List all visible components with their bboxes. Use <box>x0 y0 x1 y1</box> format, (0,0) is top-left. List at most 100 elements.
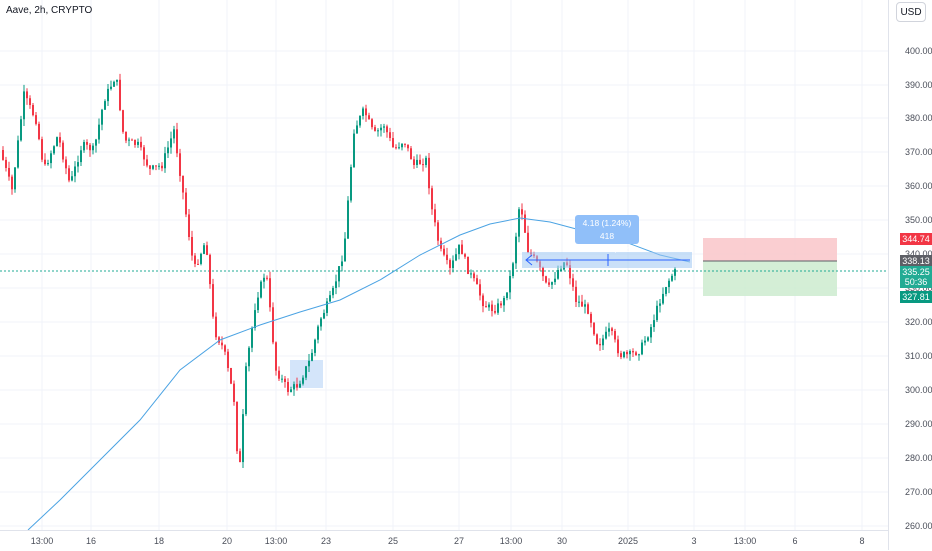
candle-body <box>632 351 634 353</box>
candle-body <box>59 137 61 143</box>
candle-body <box>248 347 250 367</box>
candle-body <box>146 159 148 166</box>
time-tick-label: 23 <box>320 536 332 546</box>
measure-change-label: 4.18 (1.24%) 418 <box>582 218 632 241</box>
candle-body <box>122 110 124 132</box>
candle-body <box>488 304 490 308</box>
candle-body <box>590 313 592 323</box>
candle-body <box>50 153 52 164</box>
candle-body <box>428 157 430 189</box>
time-tick-label: 13:00 <box>499 536 523 546</box>
candle-body <box>185 192 187 215</box>
candle-body <box>596 334 598 344</box>
candle-body <box>455 254 457 261</box>
candle-body <box>236 401 238 452</box>
candle-body <box>575 286 577 303</box>
measure-arrow-head-icon <box>525 254 533 266</box>
candle-body <box>14 167 16 190</box>
stop-loss-zone[interactable] <box>703 238 837 261</box>
candle-body <box>293 384 295 390</box>
candle-body <box>41 139 43 160</box>
candle-body <box>218 337 220 343</box>
candle-body <box>497 303 499 313</box>
candle-body <box>581 301 583 307</box>
candle-body <box>224 345 226 352</box>
candle-body <box>107 88 109 102</box>
candle-body <box>434 209 436 223</box>
candle-body <box>149 165 151 169</box>
candle-body <box>164 153 166 169</box>
candle-body <box>350 167 352 201</box>
candle-body <box>473 273 475 279</box>
candle-body <box>644 340 646 343</box>
candle-body <box>422 164 424 166</box>
candle-body <box>290 389 292 392</box>
candlestick-chart[interactable] <box>0 0 888 530</box>
candle-body <box>467 256 469 274</box>
candle-body <box>602 338 604 346</box>
candle-body <box>380 127 382 131</box>
candle-body <box>476 278 478 285</box>
candle-body <box>203 245 205 254</box>
take-profit-price-tag: 327.81 <box>900 291 932 303</box>
candle-body <box>110 86 112 89</box>
candle-body <box>23 91 25 120</box>
candle-body <box>230 368 232 384</box>
candle-body <box>377 130 379 132</box>
time-axis[interactable]: 13:00 16 18 20 13:00 23 25 27 13:00 30 2025 3 13:00 6… <box>0 530 888 551</box>
candle-body <box>437 222 439 241</box>
candle-body <box>11 176 13 190</box>
time-tick-label: 25 <box>387 536 399 546</box>
candle-body <box>542 267 544 277</box>
candle-body <box>419 159 421 165</box>
candle-body <box>569 265 571 279</box>
time-tick-label: 20 <box>221 536 233 546</box>
price-tick-label: 280.00 <box>905 453 932 463</box>
candle-body <box>113 81 115 87</box>
candle-body <box>302 377 304 384</box>
candle-body <box>524 214 526 233</box>
candle-body <box>176 129 178 154</box>
candle-body <box>416 159 418 165</box>
candle-body <box>143 147 145 160</box>
candle-body <box>197 263 199 265</box>
candle-body <box>266 277 268 279</box>
currency-button[interactable]: USD <box>896 2 926 22</box>
price-tick-label: 360.00 <box>905 181 932 191</box>
candle-body <box>446 254 448 261</box>
candle-body <box>242 414 244 463</box>
candle-body <box>452 260 454 268</box>
candle-body <box>557 270 559 279</box>
candle-body <box>503 297 505 306</box>
candle-body <box>464 254 466 257</box>
candle-body <box>551 282 553 285</box>
candle-body <box>374 127 376 131</box>
candle-body <box>215 316 217 338</box>
candle-body <box>545 276 547 283</box>
candle-body <box>272 307 274 343</box>
entry-price-tag: 338.13 <box>900 255 932 267</box>
candle-body <box>44 159 46 165</box>
candle-body <box>137 141 139 145</box>
chart-pane[interactable]: Aave, 2h, CRYPTO 4.18 (1.24%) 418 -62 ba… <box>0 0 888 530</box>
candle-body <box>485 306 487 308</box>
candle-body <box>158 165 160 167</box>
candle-body <box>281 378 283 380</box>
candle-body <box>605 331 607 339</box>
candle-body <box>308 360 310 367</box>
candle-body <box>89 144 91 151</box>
price-tick-label: 380.00 <box>905 113 932 123</box>
candle-body <box>299 383 301 388</box>
current-price-tag: 335.25 <box>900 266 932 278</box>
candle-body <box>101 109 103 125</box>
candle-body <box>326 301 328 313</box>
candle-body <box>209 254 211 285</box>
candle-body <box>611 328 613 332</box>
candle-body <box>152 165 154 169</box>
candle-body <box>29 98 31 106</box>
take-profit-zone[interactable] <box>703 261 837 296</box>
candle-body <box>527 232 529 253</box>
candle-body <box>386 126 388 133</box>
candle-body <box>482 295 484 307</box>
candle-body <box>68 168 70 181</box>
